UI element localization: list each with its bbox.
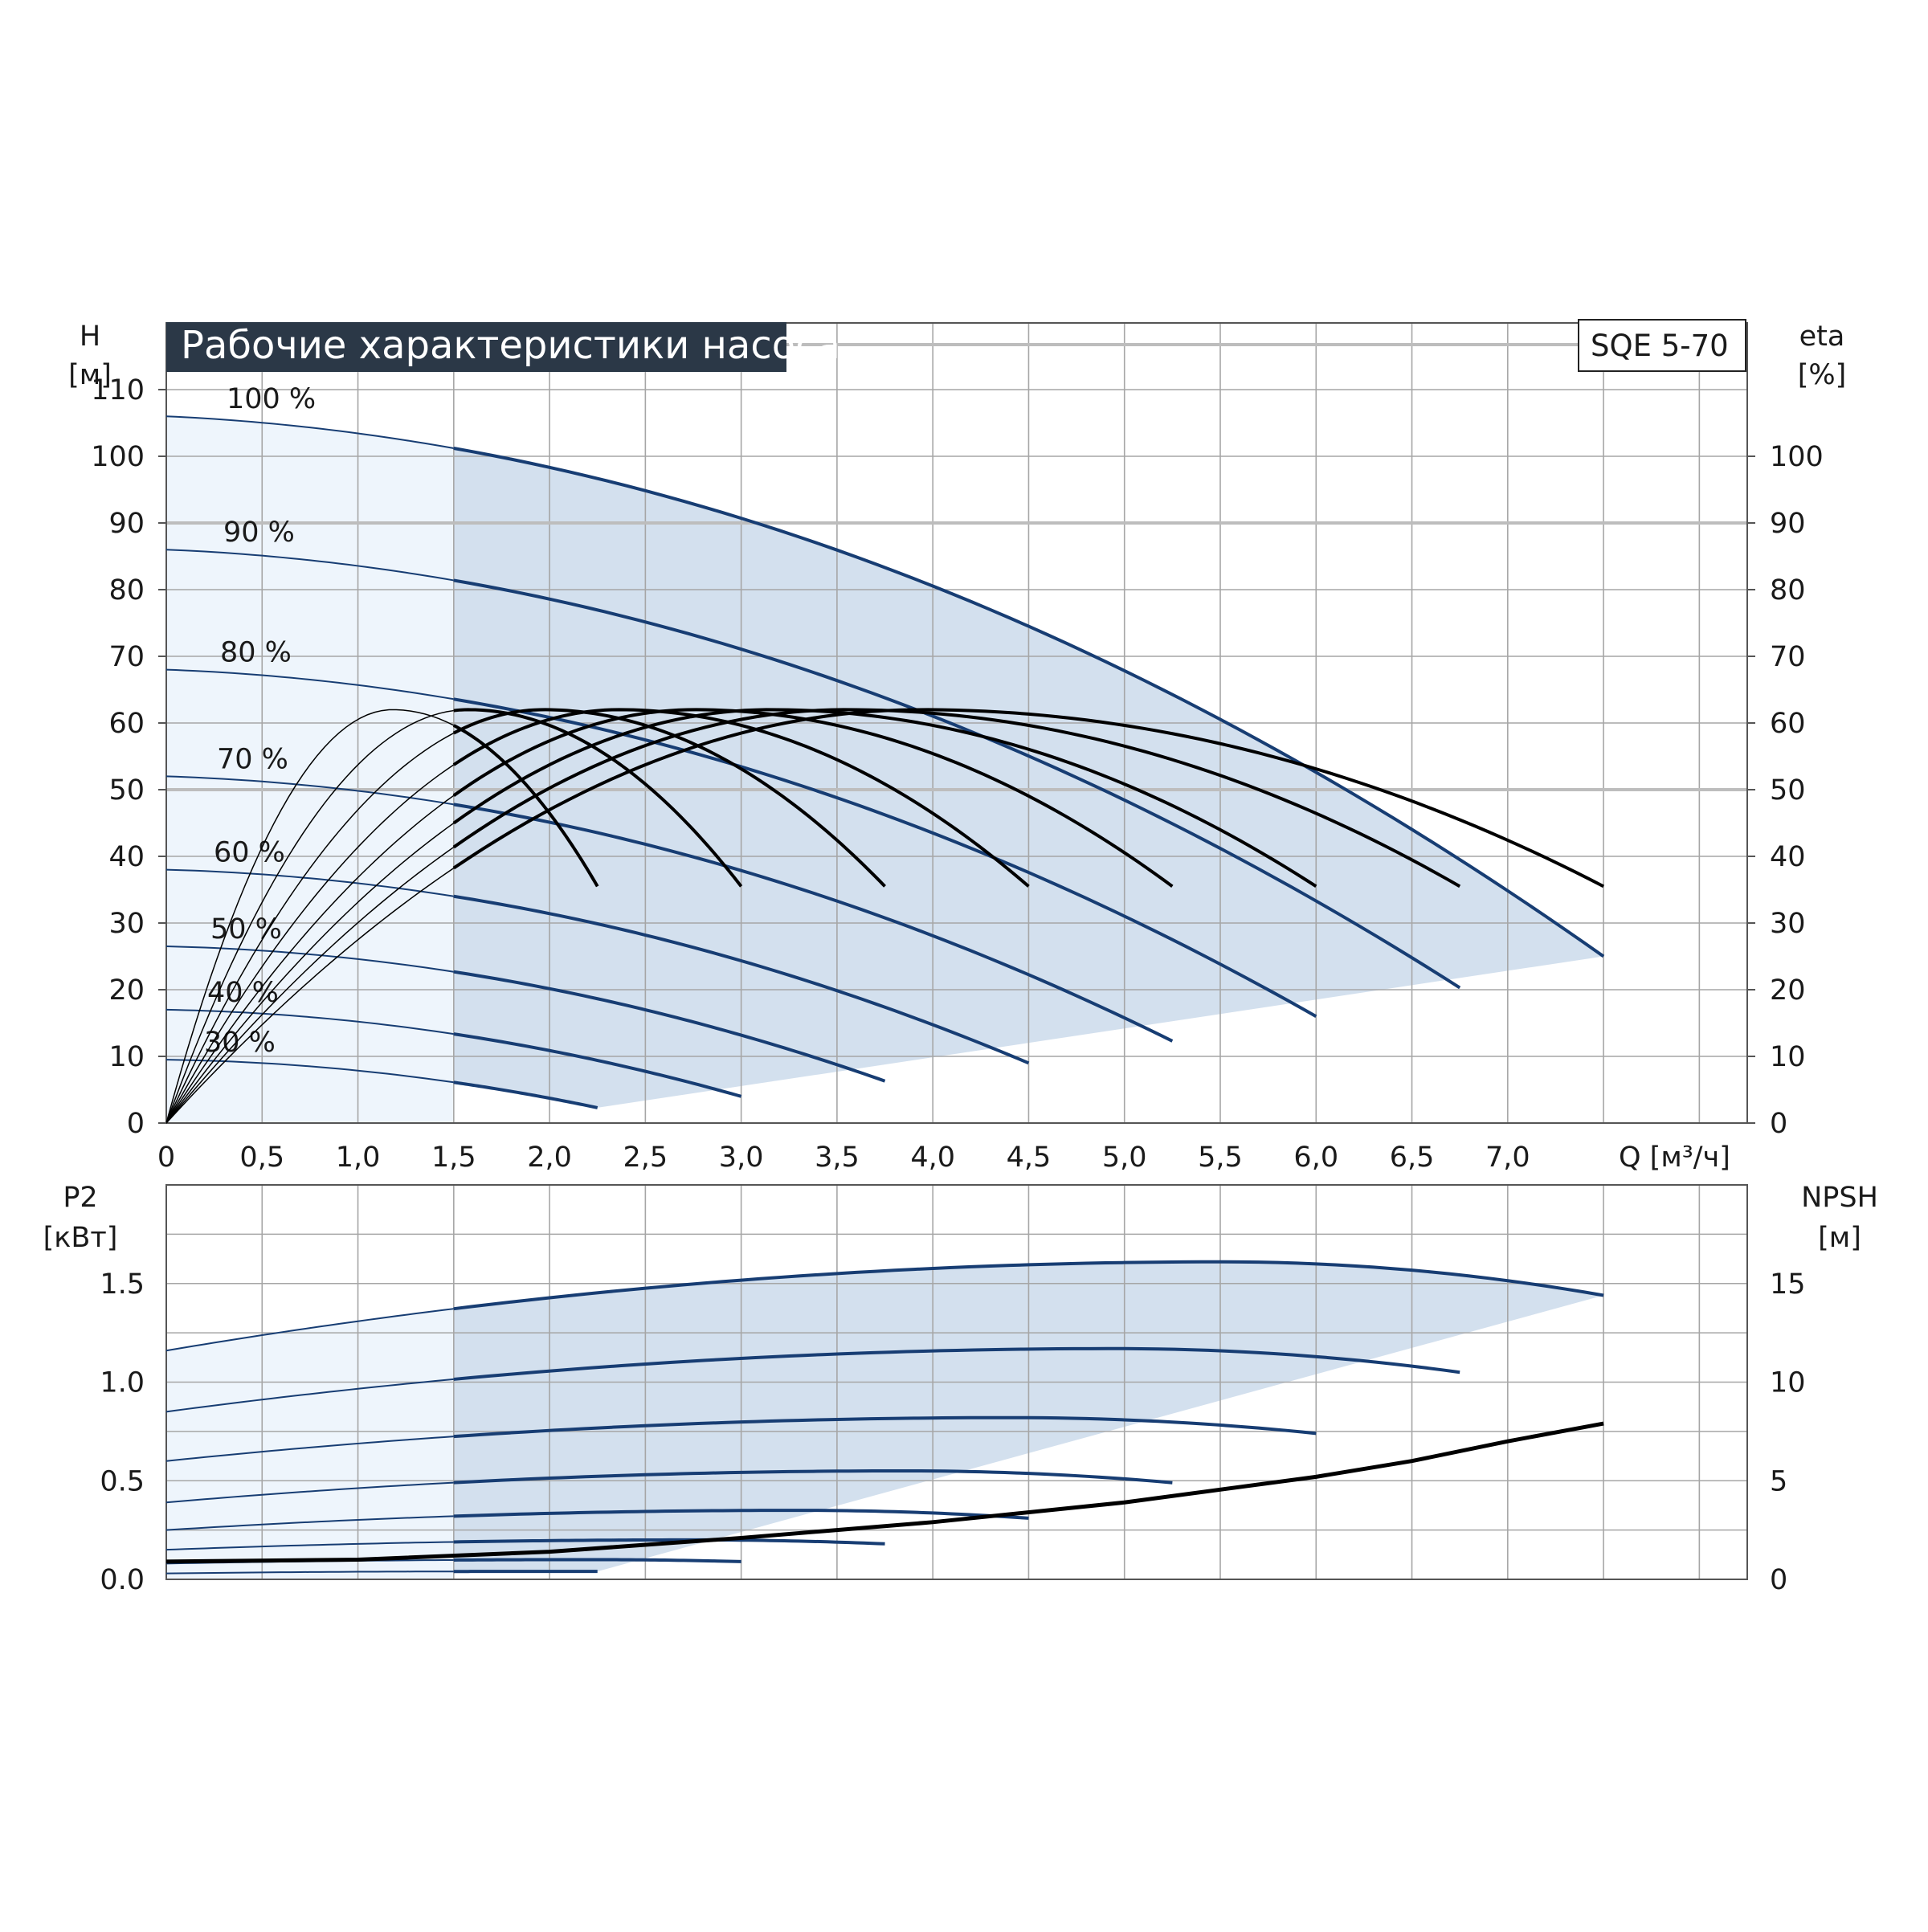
q-tick-label: 1,0 [336, 1142, 381, 1174]
npsh-tick-label: 15 [1770, 1268, 1806, 1301]
speed-curve-label: 80 % [220, 637, 292, 669]
head-tick-label: 20 [108, 974, 145, 1007]
power-axis-title: P2 [63, 1182, 97, 1214]
speed-curve-label: 50 % [210, 913, 282, 946]
power-tick-label: 0.5 [100, 1465, 145, 1497]
eta-tick-label: 80 [1770, 574, 1806, 607]
power-panel: 0.0 0.5 1.0 1.5 0 5 10 15 P2 [кВт] NPSH [м] [43, 1182, 1878, 1596]
q-tick-label: 2,0 [527, 1142, 572, 1174]
q-tick-label: 7,0 [1485, 1142, 1530, 1174]
speed-curve-label: 100 % [227, 383, 316, 415]
power-axis-unit: [кВт] [43, 1222, 118, 1254]
npsh-axis-title: NPSH [1801, 1182, 1878, 1214]
head-axis-unit: [м] [68, 359, 112, 391]
eta-tick-label: 0 [1770, 1108, 1787, 1140]
power-tick-label: 0.0 [100, 1564, 145, 1596]
eta-tick-label: 10 [1770, 1041, 1806, 1073]
npsh-tick-label: 10 [1770, 1367, 1806, 1399]
head-tick-label: 60 [108, 708, 145, 740]
q-tick-label: 3,5 [815, 1142, 860, 1174]
q-tick-label: 1,5 [431, 1142, 476, 1174]
head-tick-label: 0 [127, 1108, 145, 1140]
head-panel: 100 %90 %80 %70 %60 %50 %40 %30 % 010203… [68, 320, 1846, 1174]
speed-curve-label: 90 % [223, 517, 295, 549]
eta-tick-label: 40 [1770, 841, 1806, 873]
chart-title: Рабочие характеристики насоса [181, 323, 840, 368]
power-tick-label: 1.0 [100, 1367, 145, 1399]
eta-axis-title: eta [1799, 321, 1845, 353]
q-tick-label: 4,5 [1007, 1142, 1052, 1174]
eta-tick-label: 70 [1770, 641, 1806, 673]
q-tick-label: 4,0 [910, 1142, 955, 1174]
speed-curve-label: 30 % [204, 1027, 276, 1059]
q-tick-label: 2,5 [623, 1142, 668, 1174]
head-tick-label: 70 [108, 641, 145, 673]
head-tick-label: 80 [108, 574, 145, 607]
npsh-tick-label: 5 [1770, 1465, 1787, 1497]
npsh-axis-unit: [м] [1818, 1222, 1861, 1254]
head-tick-label: 90 [108, 508, 145, 540]
q-tick-label: 0,5 [239, 1142, 284, 1174]
head-tick-label: 100 [91, 441, 145, 473]
head-axis-title: H [80, 321, 100, 353]
power-operating-area [166, 1262, 1603, 1579]
npsh-tick-label: 0 [1770, 1564, 1787, 1596]
head-tick-label: 30 [108, 908, 145, 940]
speed-curve-label: 70 % [217, 743, 288, 775]
eta-tick-label: 60 [1770, 708, 1806, 740]
q-tick-label: 0 [157, 1142, 175, 1174]
eta-tick-label: 20 [1770, 974, 1806, 1007]
q-tick-label: 6,5 [1390, 1142, 1435, 1174]
q-tick-label: 5,0 [1102, 1142, 1147, 1174]
eta-tick-label: 100 [1770, 441, 1824, 473]
eta-tick-label: 30 [1770, 908, 1806, 940]
head-tick-label: 10 [108, 1041, 145, 1073]
q-tick-label: 3,0 [719, 1142, 764, 1174]
power-tick-label: 1.5 [100, 1268, 145, 1301]
eta-axis-unit: [%] [1798, 359, 1847, 391]
eta-tick-label: 50 [1770, 774, 1806, 807]
eta-tick-label: 90 [1770, 508, 1806, 540]
head-tick-label: 50 [108, 774, 145, 807]
power-area-light [166, 1309, 454, 1579]
head-tick-label: 40 [108, 841, 145, 873]
q-tick-label: 5,5 [1198, 1142, 1243, 1174]
model-label: SQE 5-70 [1591, 329, 1729, 363]
q-tick-label: 6,0 [1293, 1142, 1338, 1174]
speed-curve-label: 60 % [214, 837, 285, 869]
q-axis-label: Q [м³/ч] [1619, 1142, 1730, 1174]
